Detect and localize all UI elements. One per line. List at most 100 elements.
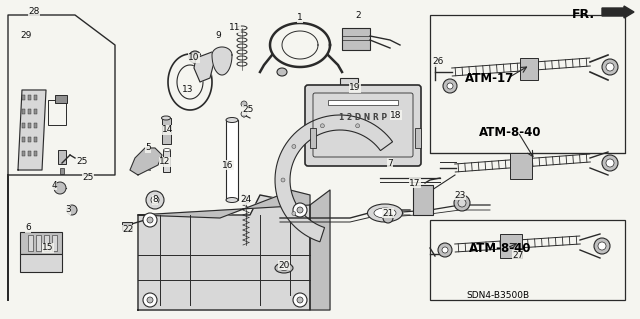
Bar [430,15,625,153]
Bar [48,100,66,125]
Text: 3: 3 [65,205,71,214]
Circle shape [454,195,470,211]
Bar [58,150,66,164]
Circle shape [606,159,614,167]
Polygon shape [194,52,214,82]
Circle shape [602,155,618,171]
Text: 19: 19 [349,84,361,93]
Text: 16: 16 [222,160,234,169]
Circle shape [438,243,452,257]
Bar [22,109,25,114]
Circle shape [67,205,77,215]
Text: 6: 6 [25,224,31,233]
Circle shape [143,293,157,307]
Text: 22: 22 [122,226,134,234]
Circle shape [281,178,285,182]
Text: 25: 25 [76,158,88,167]
Text: 25: 25 [83,174,93,182]
Text: 15: 15 [42,243,54,253]
Circle shape [151,196,159,204]
Text: 25: 25 [243,106,253,115]
Circle shape [146,191,164,209]
Bar [226,120,238,200]
Bar [510,153,532,179]
Polygon shape [138,190,310,218]
Text: FR.: FR. [572,8,595,20]
Circle shape [143,213,157,227]
Circle shape [458,199,466,207]
Text: 20: 20 [278,261,290,270]
Bar [413,185,433,215]
Bar [28,137,31,142]
Polygon shape [310,190,330,310]
Circle shape [297,297,303,303]
Text: 5: 5 [145,144,151,152]
Bar [28,151,31,156]
Bar [342,28,370,50]
Circle shape [293,293,307,307]
Bar [22,123,25,128]
Circle shape [292,145,296,149]
Text: 24: 24 [241,196,252,204]
Circle shape [598,242,606,250]
Ellipse shape [280,265,288,271]
Bar [34,123,37,128]
Circle shape [442,247,448,253]
Bar [22,151,25,156]
Bar [22,137,25,142]
Polygon shape [275,115,392,242]
Text: 1: 1 [297,13,303,23]
Ellipse shape [226,117,238,122]
Bar [122,222,132,230]
Circle shape [241,101,247,107]
Bar [310,128,316,148]
Text: 8: 8 [152,196,158,204]
Ellipse shape [226,197,238,203]
Bar [430,220,625,300]
Text: ATM-8-40: ATM-8-40 [468,241,531,255]
Text: 10: 10 [188,54,200,63]
Text: 13: 13 [182,85,194,94]
Text: 4: 4 [51,181,57,189]
Circle shape [147,297,153,303]
Bar [52,235,57,251]
Bar [520,58,538,80]
FancyBboxPatch shape [305,85,421,166]
Bar [55,95,67,103]
Polygon shape [138,195,310,310]
Circle shape [443,79,457,93]
Text: 7: 7 [387,159,393,167]
Text: ATM-8-40: ATM-8-40 [479,127,541,139]
Bar [20,232,62,254]
Text: 27: 27 [512,250,524,259]
Bar [34,137,37,142]
Text: 9: 9 [215,31,221,40]
Text: 26: 26 [432,57,444,66]
Text: 1 2 D N R P: 1 2 D N R P [339,114,387,122]
Circle shape [189,51,201,63]
Polygon shape [212,47,232,75]
Polygon shape [18,90,46,170]
Text: 28: 28 [28,8,40,17]
Text: 11: 11 [229,24,241,33]
Ellipse shape [277,68,287,76]
Circle shape [241,111,247,117]
Bar [28,235,33,251]
Bar [140,158,150,170]
Text: 2: 2 [355,11,361,20]
Ellipse shape [241,243,251,247]
Bar [500,234,522,258]
FancyArrow shape [602,6,634,18]
Bar [162,118,171,144]
Ellipse shape [367,204,403,222]
Bar [28,109,31,114]
Text: 29: 29 [20,31,32,40]
Circle shape [594,238,610,254]
Circle shape [293,203,307,217]
Circle shape [602,59,618,75]
Bar [340,78,358,92]
Bar [34,109,37,114]
Circle shape [383,213,393,223]
Bar [328,100,398,105]
Text: 21: 21 [382,209,394,218]
